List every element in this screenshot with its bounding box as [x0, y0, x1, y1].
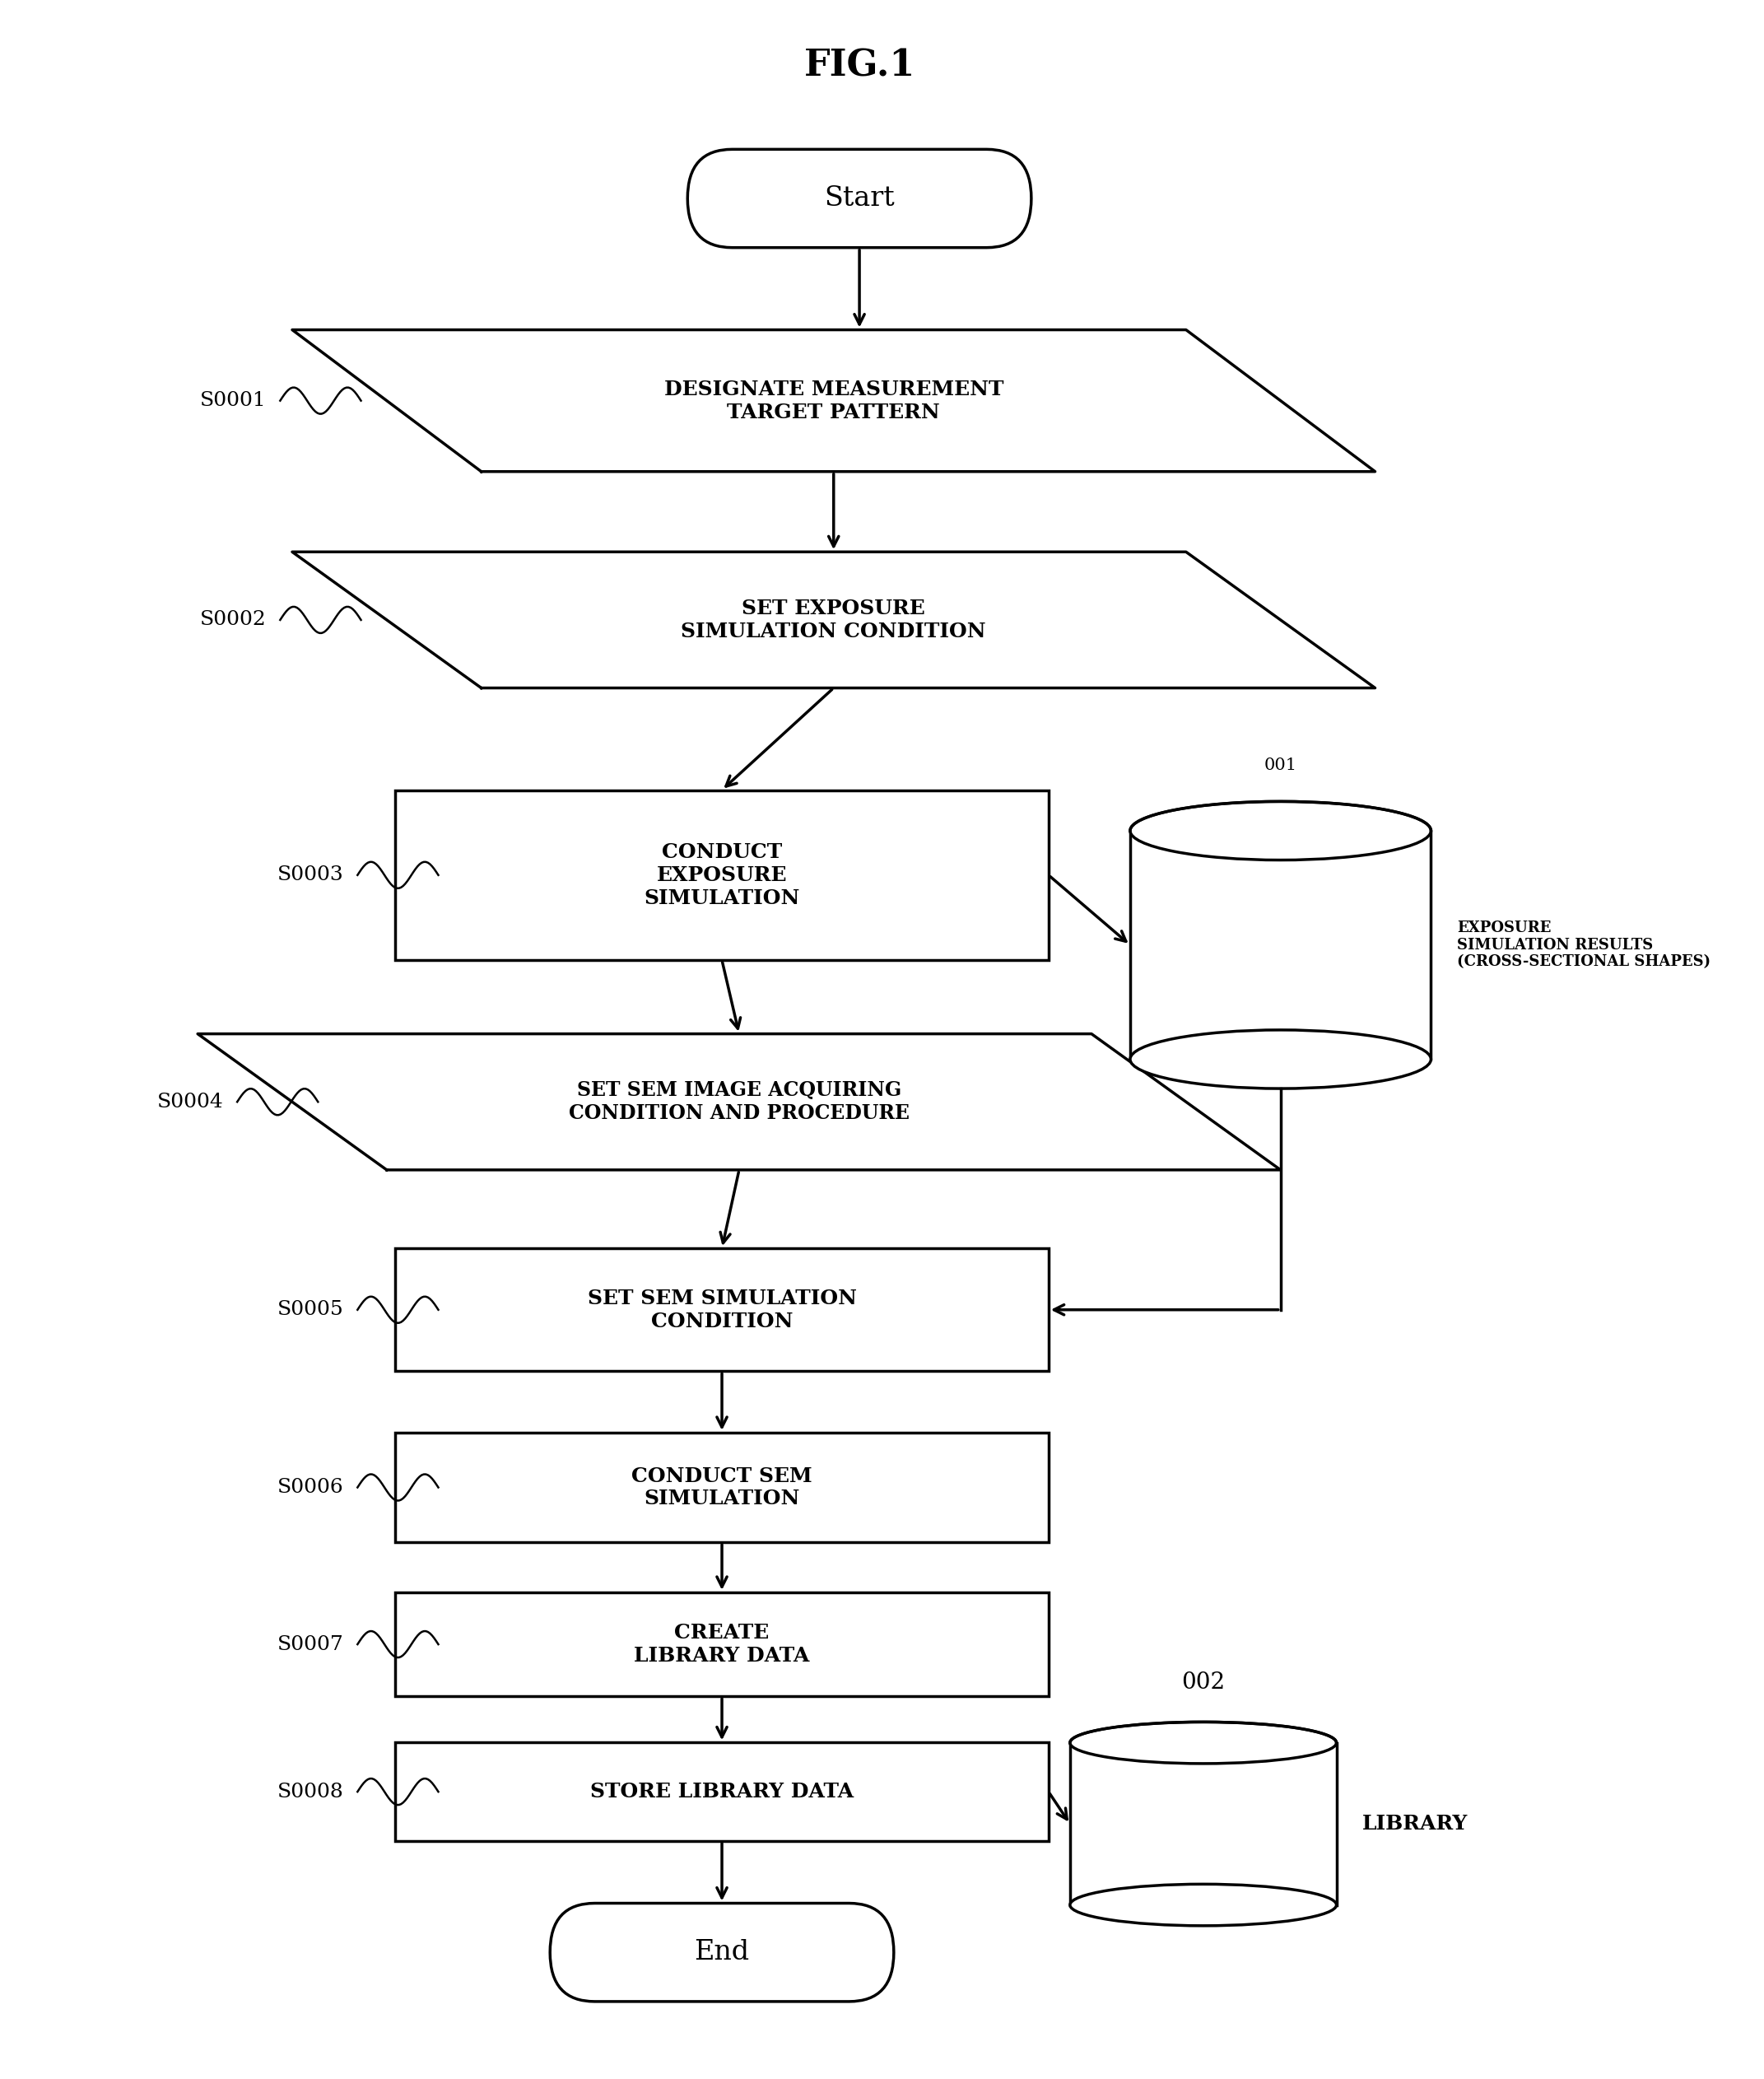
- Bar: [395, 1593, 1048, 1696]
- Text: CONDUCT SEM
SIMULATION: CONDUCT SEM SIMULATION: [632, 1466, 811, 1509]
- Ellipse shape: [1071, 1721, 1337, 1763]
- Text: 001: 001: [1265, 757, 1297, 773]
- Text: S0003: S0003: [277, 865, 344, 884]
- FancyBboxPatch shape: [550, 1902, 894, 2002]
- Text: SET SEM IMAGE ACQUIRING
CONDITION AND PROCEDURE: SET SEM IMAGE ACQUIRING CONDITION AND PR…: [568, 1081, 910, 1123]
- Text: SET EXPOSURE
SIMULATION CONDITION: SET EXPOSURE SIMULATION CONDITION: [681, 599, 986, 640]
- Text: S0006: S0006: [277, 1478, 344, 1497]
- Text: EXPOSURE
SIMULATION RESULTS
(CROSS-SECTIONAL SHAPES): EXPOSURE SIMULATION RESULTS (CROSS-SECTI…: [1457, 921, 1711, 969]
- Text: S0004: S0004: [157, 1091, 224, 1112]
- Text: LIBRARY: LIBRARY: [1362, 1815, 1468, 1834]
- Text: S0002: S0002: [199, 611, 266, 630]
- Text: 002: 002: [1182, 1672, 1224, 1694]
- Bar: [395, 1742, 1048, 1840]
- Ellipse shape: [1071, 1884, 1337, 1925]
- Bar: [395, 1432, 1048, 1543]
- Text: Start: Start: [824, 185, 894, 212]
- Bar: [1131, 832, 1431, 1060]
- Text: DESIGNATE MEASUREMENT
TARGET PATTERN: DESIGNATE MEASUREMENT TARGET PATTERN: [663, 378, 1004, 422]
- Text: CREATE
LIBRARY DATA: CREATE LIBRARY DATA: [633, 1624, 810, 1665]
- Polygon shape: [198, 1033, 1281, 1170]
- Text: End: End: [695, 1940, 750, 1965]
- Text: S0001: S0001: [199, 391, 266, 410]
- Text: STORE LIBRARY DATA: STORE LIBRARY DATA: [591, 1782, 854, 1802]
- Polygon shape: [293, 331, 1376, 472]
- Ellipse shape: [1131, 1029, 1431, 1089]
- Bar: [1071, 1742, 1337, 1904]
- Text: CONDUCT
EXPOSURE
SIMULATION: CONDUCT EXPOSURE SIMULATION: [644, 842, 799, 909]
- Ellipse shape: [1131, 800, 1431, 861]
- Bar: [395, 1247, 1048, 1372]
- Text: S0008: S0008: [277, 1782, 344, 1800]
- FancyBboxPatch shape: [688, 150, 1032, 247]
- Polygon shape: [293, 551, 1376, 688]
- Text: S0005: S0005: [277, 1299, 344, 1320]
- Text: FIG.1: FIG.1: [804, 48, 916, 83]
- Text: SET SEM SIMULATION
CONDITION: SET SEM SIMULATION CONDITION: [587, 1289, 857, 1331]
- Text: S0007: S0007: [277, 1634, 344, 1653]
- Bar: [395, 790, 1048, 960]
